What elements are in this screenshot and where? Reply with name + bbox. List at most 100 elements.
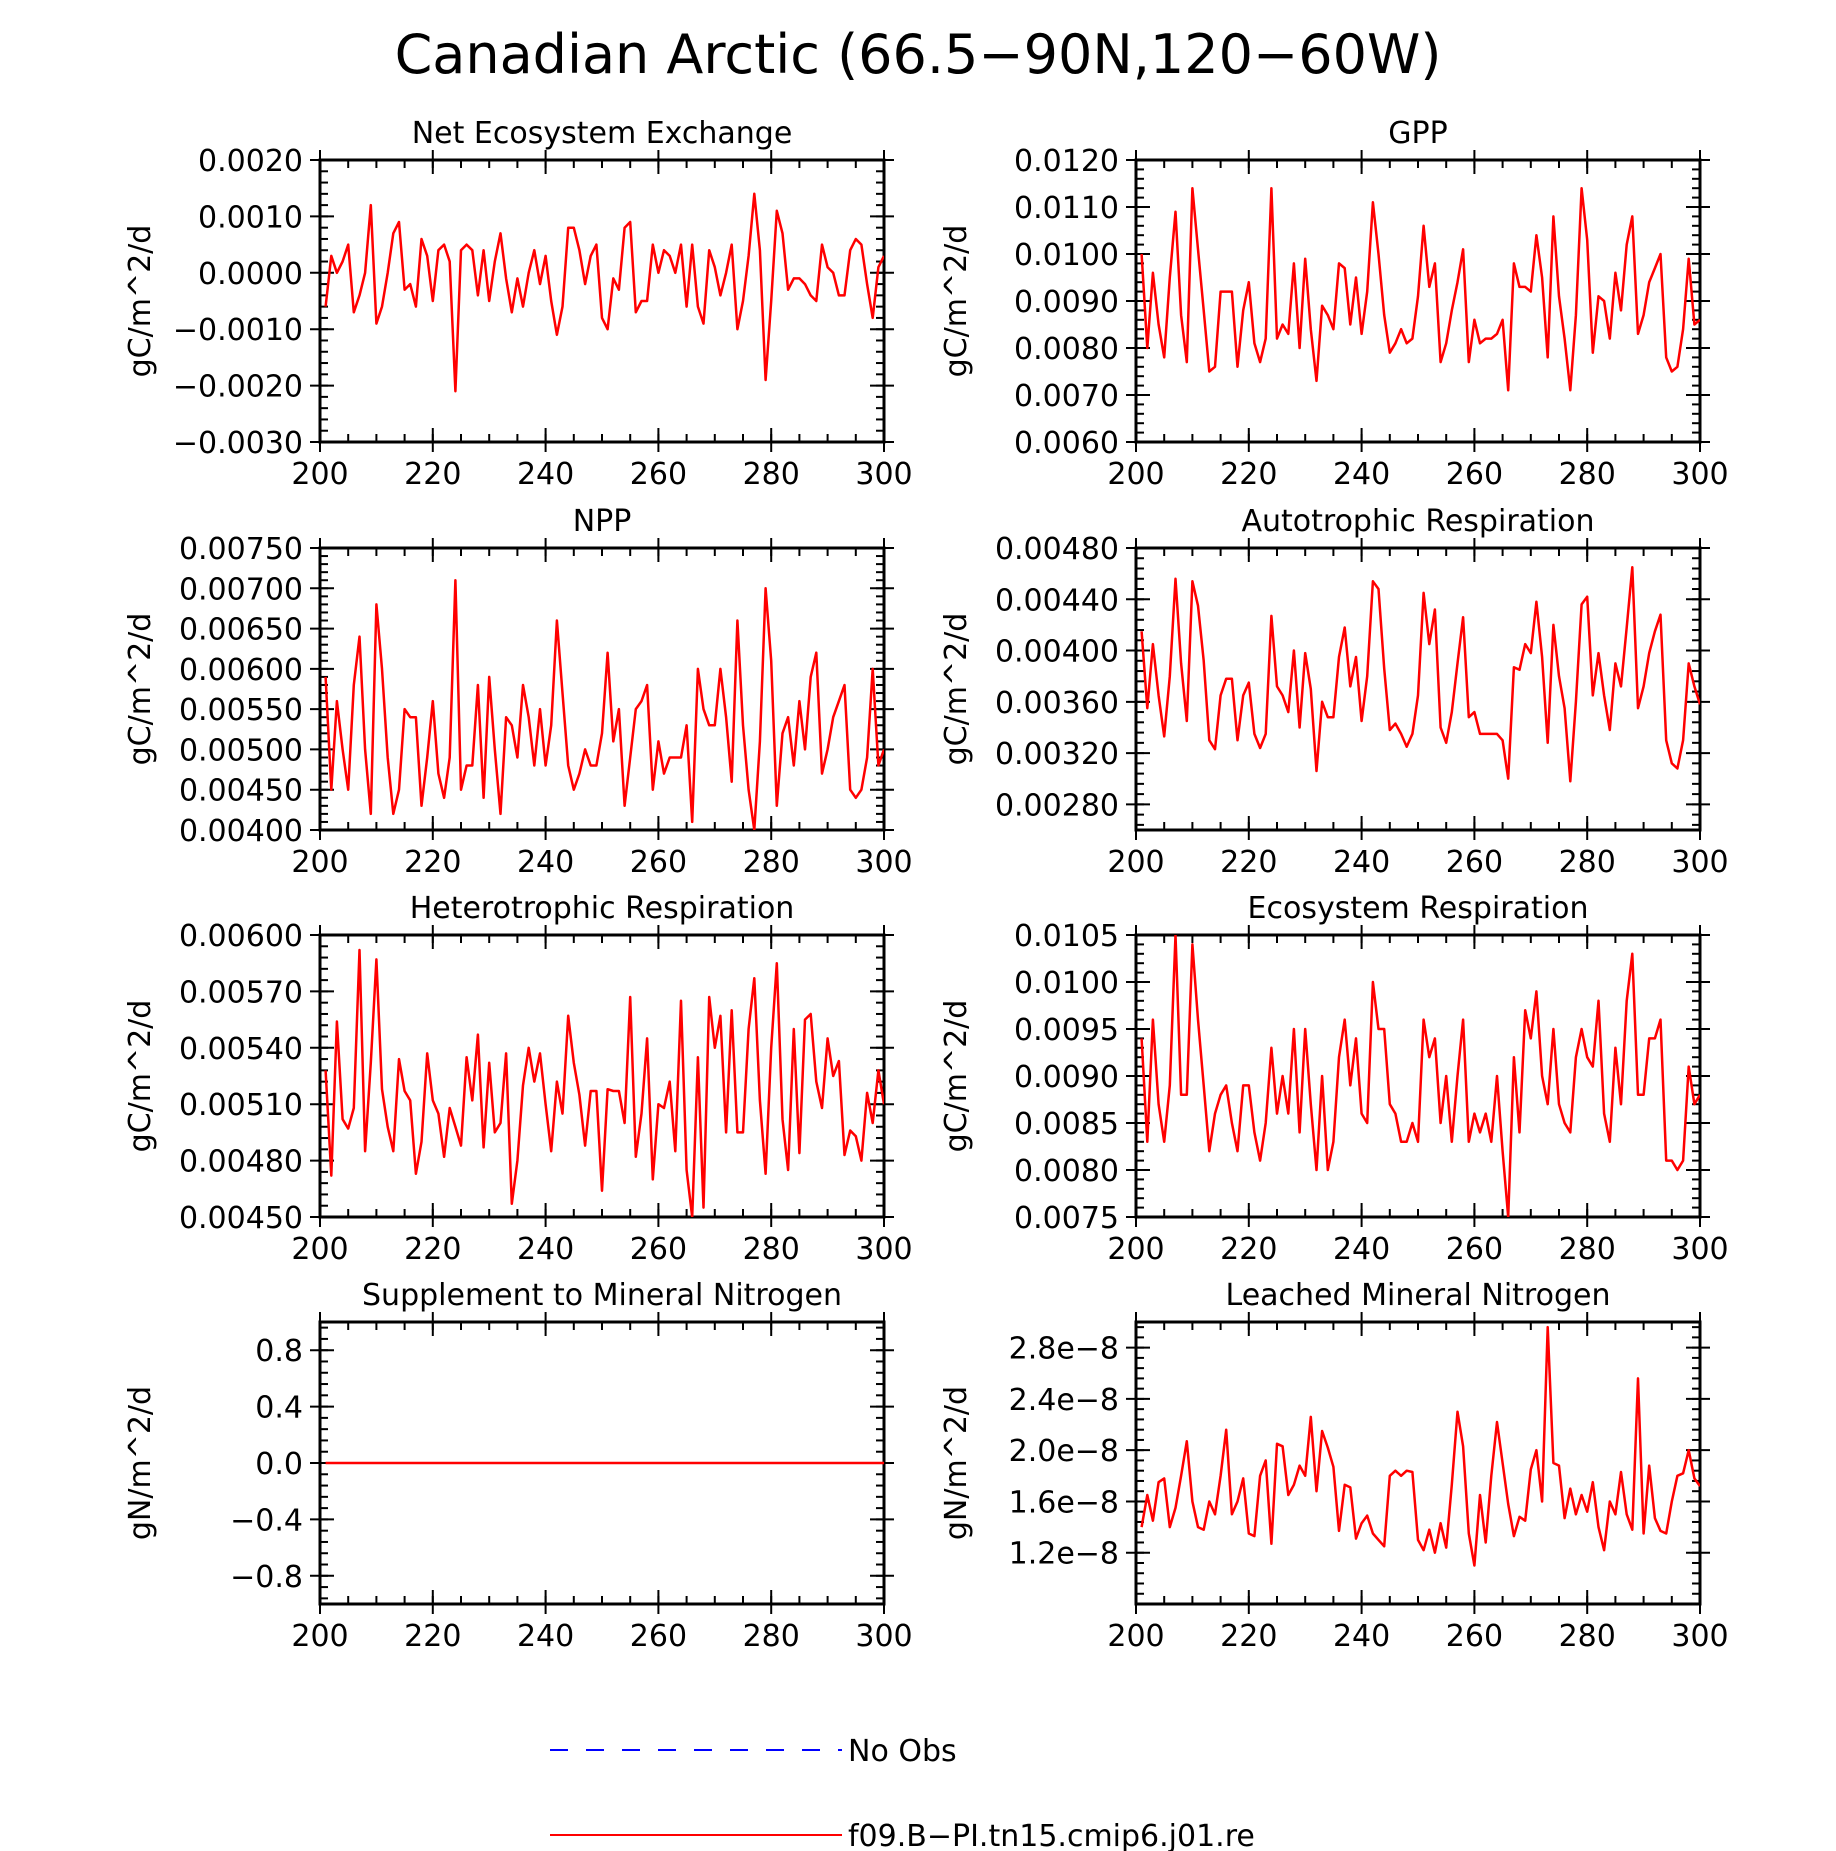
y-tick-label: 0.00600 — [179, 919, 303, 954]
y-tick-label: 0.00450 — [179, 774, 303, 809]
x-tick-label: 240 — [517, 845, 574, 880]
x-tick-label: 220 — [404, 1619, 461, 1654]
x-tick-label: 300 — [855, 845, 912, 880]
chart-panel: Net Ecosystem Exchange gC/m^2/d 200 220 240 2… — [123, 116, 913, 492]
x-tick-label: 300 — [1671, 1232, 1728, 1267]
y-tick-label: 0.00510 — [179, 1088, 303, 1123]
y-tick-label: 0.00600 — [179, 653, 303, 688]
x-tick-label: 300 — [855, 1619, 912, 1654]
plot-frame — [1134, 1320, 1702, 1606]
x-tick-label: 260 — [630, 1232, 687, 1267]
x-tick-label: 200 — [291, 457, 348, 492]
x-tick-label: 240 — [517, 1619, 574, 1654]
y-tick-label: 0.00360 — [995, 686, 1119, 721]
x-tick-label: 300 — [1671, 845, 1728, 880]
y-tick-label: 0.0100 — [1014, 238, 1119, 273]
page-title: Canadian Arctic (66.5−90N,120−60W) — [395, 23, 1442, 86]
plot-frame — [1134, 933, 1702, 1219]
x-tick-label: 240 — [517, 457, 574, 492]
y-tick-label: 1.6e−8 — [1009, 1485, 1119, 1520]
y-tick-label: 0.0020 — [198, 144, 303, 179]
x-tick-label: 260 — [1446, 1232, 1503, 1267]
chart-panel: Autotrophic Respiration gC/m^2/d 200 220 240… — [939, 504, 1729, 880]
x-tick-label: 240 — [1333, 457, 1390, 492]
chart-panel: Supplement to Mineral Nitrogen gN/m^2/d 20… — [123, 1278, 913, 1654]
x-tick-label: 280 — [1559, 457, 1616, 492]
x-tick-label: 240 — [1333, 1619, 1390, 1654]
y-axis-label: gC/m^2/d — [939, 1000, 974, 1153]
x-tick-label: 200 — [291, 845, 348, 880]
y-tick-label: 0.0070 — [1014, 379, 1119, 414]
y-tick-label: 0.00280 — [995, 788, 1119, 823]
y-tick-label: 0.8 — [255, 1334, 303, 1369]
y-tick-label: 0.00540 — [179, 1032, 303, 1067]
series-line — [324, 578, 884, 830]
chart-panel: NPP gC/m^2/d 200 220 240 260 280 300 0.00400 0.00… — [123, 504, 913, 880]
y-axis-label: gC/m^2/d — [123, 1000, 158, 1153]
y-axis-label: gN/m^2/d — [123, 1386, 158, 1540]
x-tick-label: 260 — [630, 845, 687, 880]
x-tick-label: 200 — [291, 1619, 348, 1654]
series-line — [1140, 565, 1700, 783]
series-line — [1140, 935, 1700, 1217]
y-axis-label: gC/m^2/d — [123, 613, 158, 766]
y-tick-label: 0.0 — [255, 1447, 303, 1482]
x-tick-label: 280 — [743, 1232, 800, 1267]
y-tick-label: 0.0105 — [1014, 919, 1119, 954]
x-tick-label: 220 — [1220, 845, 1277, 880]
y-tick-label: 0.0100 — [1014, 966, 1119, 1001]
y-tick-label: 0.00750 — [179, 532, 303, 567]
x-tick-label: 240 — [1333, 845, 1390, 880]
y-axis-label: gC/m^2/d — [939, 225, 974, 378]
x-tick-label: 300 — [855, 1232, 912, 1267]
x-tick-label: 280 — [743, 457, 800, 492]
x-tick-label: 220 — [1220, 457, 1277, 492]
legend-obs-label: No Obs — [848, 1734, 957, 1769]
y-axis-label: gC/m^2/d — [123, 225, 158, 378]
y-tick-label: 0.0010 — [198, 200, 303, 235]
y-tick-label: 0.00650 — [179, 613, 303, 648]
y-tick-label: 0.0000 — [198, 257, 303, 292]
x-tick-label: 220 — [404, 1232, 461, 1267]
x-tick-label: 220 — [1220, 1619, 1277, 1654]
y-tick-label: 0.0075 — [1014, 1201, 1119, 1236]
y-tick-label: 0.00480 — [179, 1145, 303, 1180]
panel-title: Autotrophic Respiration — [1241, 504, 1594, 539]
chart-panel: GPP gC/m^2/d 200 220 240 260 280 300 0.0060 0.007… — [939, 116, 1729, 492]
y-tick-label: −0.4 — [230, 1503, 303, 1538]
x-tick-label: 200 — [1107, 1619, 1164, 1654]
x-tick-label: 220 — [1220, 1232, 1277, 1267]
panel-title: Net Ecosystem Exchange — [412, 116, 793, 151]
plot-frame — [318, 158, 886, 444]
y-tick-label: 0.0090 — [1014, 285, 1119, 320]
y-tick-label: 0.00400 — [179, 814, 303, 849]
chart-panel: Leached Mineral Nitrogen gN/m^2/d 200 220 24… — [939, 1278, 1729, 1654]
x-tick-label: 280 — [743, 1619, 800, 1654]
x-tick-label: 280 — [1559, 1232, 1616, 1267]
panel-title: Ecosystem Respiration — [1248, 891, 1589, 926]
y-tick-label: 0.00480 — [995, 532, 1119, 567]
x-tick-label: 200 — [1107, 457, 1164, 492]
panel-title: Supplement to Mineral Nitrogen — [362, 1278, 842, 1313]
y-tick-label: 0.00450 — [179, 1201, 303, 1236]
y-tick-label: 1.2e−8 — [1009, 1537, 1119, 1572]
y-tick-label: −0.8 — [230, 1560, 303, 1595]
panel-title: Leached Mineral Nitrogen — [1226, 1278, 1611, 1313]
y-axis-label: gC/m^2/d — [939, 613, 974, 766]
panel-title: NPP — [573, 504, 632, 539]
y-tick-label: −0.0010 — [173, 313, 303, 348]
y-tick-label: −0.0020 — [173, 370, 303, 405]
y-tick-label: 2.4e−8 — [1009, 1383, 1119, 1418]
y-tick-label: 0.0080 — [1014, 1154, 1119, 1189]
x-tick-label: 240 — [1333, 1232, 1390, 1267]
y-tick-label: 0.00400 — [995, 635, 1119, 670]
x-tick-label: 260 — [1446, 457, 1503, 492]
y-tick-label: 0.00550 — [179, 693, 303, 728]
x-tick-label: 300 — [855, 457, 912, 492]
y-tick-label: 0.00570 — [179, 975, 303, 1010]
x-tick-label: 200 — [291, 1232, 348, 1267]
y-tick-label: 0.00700 — [179, 572, 303, 607]
x-tick-label: 260 — [1446, 845, 1503, 880]
series-line — [324, 948, 884, 1217]
